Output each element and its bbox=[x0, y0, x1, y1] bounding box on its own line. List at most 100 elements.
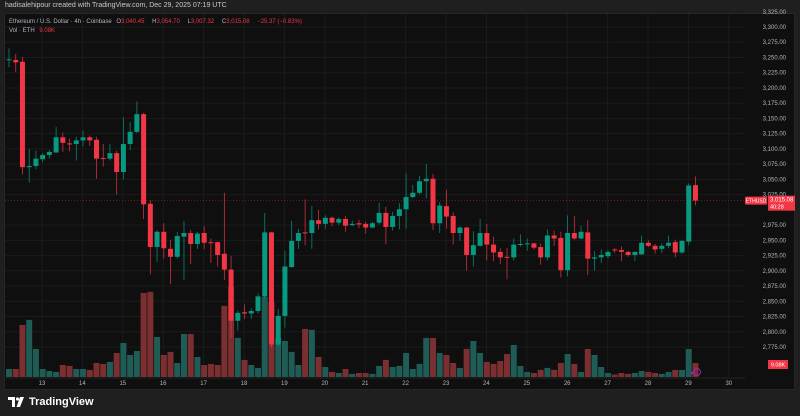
candle-body bbox=[464, 227, 470, 255]
volume-label[interactable]: Vol · ETH bbox=[9, 28, 35, 34]
candle-body bbox=[114, 153, 120, 173]
candle-body bbox=[524, 243, 530, 245]
volume-bar bbox=[288, 351, 295, 377]
candle-body bbox=[363, 223, 369, 228]
high-value: 3,054.70 bbox=[156, 19, 180, 25]
candle-body bbox=[443, 206, 449, 217]
chart-frame bbox=[4, 13, 795, 390]
volume-bar bbox=[403, 352, 410, 377]
candle-body bbox=[134, 114, 140, 132]
candle-body bbox=[221, 253, 227, 270]
volume-bar bbox=[463, 348, 470, 377]
candle-body bbox=[504, 256, 510, 258]
candle-body bbox=[268, 232, 274, 345]
candle-body bbox=[410, 192, 416, 198]
candle-body bbox=[450, 215, 456, 234]
volume-bar bbox=[376, 365, 383, 377]
price-tag-bg bbox=[768, 195, 795, 211]
volume-bar bbox=[329, 371, 336, 377]
date-tick-label: 19 bbox=[281, 381, 288, 387]
volume-bar bbox=[679, 369, 685, 377]
candle-body bbox=[679, 240, 685, 253]
candle-body bbox=[188, 233, 194, 244]
candle-body bbox=[53, 137, 59, 153]
volume-bar bbox=[483, 361, 490, 377]
low-value: 3,007.32 bbox=[190, 19, 215, 25]
volume-bar bbox=[12, 368, 19, 377]
candle-body bbox=[686, 185, 692, 242]
candle-body bbox=[491, 244, 497, 253]
volume-bar bbox=[207, 363, 214, 377]
candle-body bbox=[632, 251, 638, 255]
symbol-tag-bg bbox=[745, 196, 767, 205]
candle-body bbox=[161, 231, 167, 249]
price-tick-label: 3,225.00 bbox=[763, 71, 787, 77]
volume-bar bbox=[396, 365, 403, 377]
candle-body bbox=[93, 139, 99, 159]
volume-bar bbox=[133, 350, 140, 377]
candle-body bbox=[275, 315, 281, 345]
symbol-description[interactable]: Ethereum / U.S. Dollar · 4h · Coinbase bbox=[9, 19, 112, 25]
volume-bar bbox=[302, 328, 309, 377]
volume-bar bbox=[342, 368, 349, 377]
volume-bar bbox=[147, 291, 154, 377]
volume-bar bbox=[127, 354, 134, 377]
candles bbox=[6, 48, 698, 348]
volume-bar bbox=[66, 365, 73, 377]
volume-bar bbox=[19, 324, 26, 377]
candle-body bbox=[383, 212, 389, 227]
candle-body bbox=[578, 231, 584, 239]
date-tick-label: 21 bbox=[362, 381, 369, 387]
candle-body bbox=[531, 243, 537, 248]
candle-body bbox=[46, 151, 52, 155]
candle-body bbox=[692, 185, 698, 201]
volume-bar bbox=[436, 352, 443, 377]
volume-bar bbox=[497, 360, 504, 377]
candle-body bbox=[585, 232, 591, 259]
tradingview-logo[interactable]: TradingView bbox=[8, 396, 94, 408]
candle-body bbox=[484, 233, 490, 245]
high-label: H bbox=[152, 19, 157, 25]
candle-body bbox=[343, 218, 348, 226]
date-tick-label: 27 bbox=[604, 381, 611, 387]
price-tick-label: 3,150.00 bbox=[763, 116, 787, 122]
candle-body bbox=[40, 154, 46, 160]
volume-bar bbox=[80, 368, 87, 377]
open-value: 3,040.45 bbox=[121, 19, 145, 25]
candle-body bbox=[242, 312, 248, 314]
volume-bar bbox=[140, 292, 147, 377]
candle-body bbox=[390, 215, 396, 227]
volume-bar bbox=[524, 371, 531, 377]
volume-bar bbox=[73, 368, 80, 377]
volume-bar bbox=[308, 329, 315, 377]
candle-body bbox=[625, 251, 631, 255]
candle-body bbox=[376, 212, 382, 223]
volume-bar bbox=[39, 368, 46, 377]
candle-body bbox=[423, 178, 429, 182]
date-tick-label: 16 bbox=[160, 381, 167, 387]
candle-body bbox=[356, 223, 362, 225]
volume-bar bbox=[59, 364, 66, 377]
candle-body bbox=[437, 205, 443, 224]
candle-body bbox=[571, 233, 577, 239]
volume-bar bbox=[180, 334, 187, 377]
volume-bar bbox=[355, 372, 362, 377]
tradingview-logo-icon bbox=[8, 397, 24, 407]
candle-body bbox=[194, 233, 200, 244]
volume-bar bbox=[409, 368, 416, 377]
candle-body bbox=[33, 158, 39, 166]
candle-body bbox=[73, 140, 79, 145]
candle-body bbox=[403, 197, 409, 210]
candle-body bbox=[67, 143, 73, 145]
volume-bar bbox=[631, 372, 638, 377]
volume-bar bbox=[416, 363, 423, 377]
date-tick-label: 17 bbox=[200, 381, 207, 387]
volume-bar bbox=[281, 340, 288, 377]
price-tick-label: 3,125.00 bbox=[763, 132, 787, 138]
volume-bar bbox=[389, 366, 396, 377]
candle-body bbox=[336, 218, 342, 223]
candle-body bbox=[551, 235, 557, 239]
brand-name: TradingView bbox=[29, 396, 94, 408]
candle-body bbox=[666, 242, 672, 246]
